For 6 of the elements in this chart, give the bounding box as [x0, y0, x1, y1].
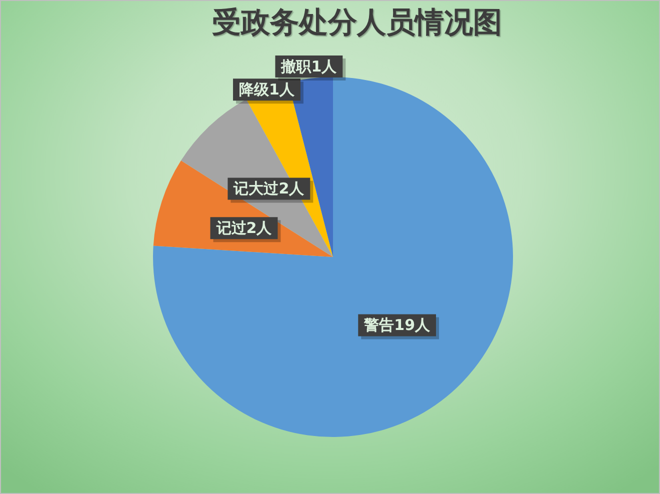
slice-label: 撤职1人 — [280, 57, 338, 76]
slice-label: 警告19人 — [363, 316, 432, 334]
slice-label: 降级1人 — [239, 80, 296, 99]
chart-title: 受政务处分人员情况图 — [212, 6, 502, 41]
slice-label: 记过2人 — [215, 218, 273, 237]
slice-label: 记大过2人 — [232, 180, 306, 198]
